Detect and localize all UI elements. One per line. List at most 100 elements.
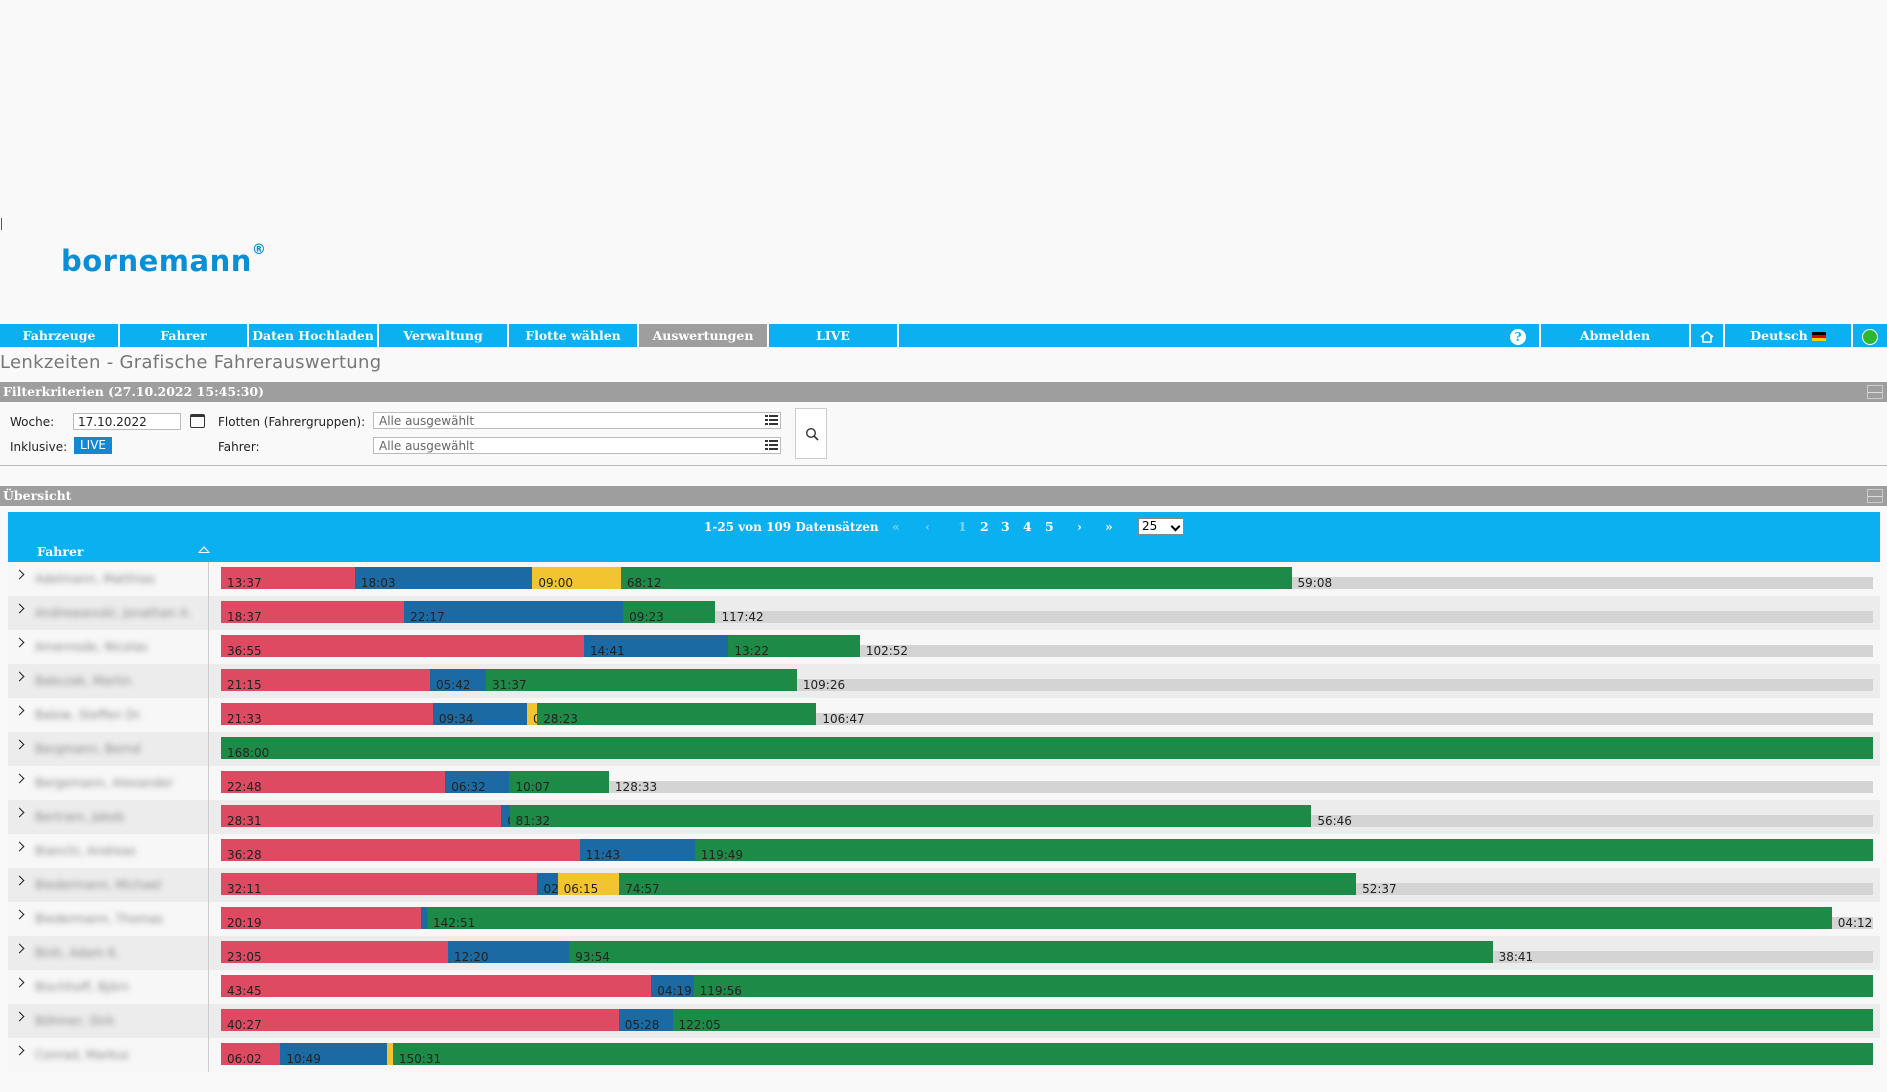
green-time-segment[interactable]: 28:23 [537, 703, 817, 725]
table-row[interactable]: Babczak, Martin 21:15 05:42 31:37 109:26 [8, 664, 1880, 698]
blue-time-segment[interactable]: 04:19 [651, 975, 694, 997]
nav-daten-hochladen[interactable]: Daten Hochladen [249, 324, 379, 347]
red-time-segment[interactable]: 36:55 [221, 635, 584, 657]
prev-page-button[interactable]: ‹ [925, 519, 930, 534]
green-time-segment[interactable]: 74:57 [619, 873, 1357, 895]
chevron-right-icon[interactable] [14, 909, 25, 920]
green-time-segment[interactable]: 09:23 [623, 601, 716, 623]
red-time-segment[interactable]: 06:02 [221, 1043, 281, 1065]
chevron-right-icon[interactable] [14, 977, 25, 988]
blue-time-segment[interactable]: 00:50 [501, 805, 510, 827]
blue-time-segment[interactable]: 18:03 [354, 567, 533, 589]
status-indicator[interactable] [1851, 324, 1887, 347]
help-button[interactable]: ? [1497, 324, 1539, 347]
page-size-select[interactable]: 25 [1138, 518, 1184, 535]
yellow-time-segment[interactable]: 00:38 [386, 1043, 393, 1065]
red-time-segment[interactable]: 13:37 [221, 567, 355, 589]
red-time-segment[interactable]: 22:48 [221, 771, 446, 793]
first-page-button[interactable]: « [892, 519, 900, 534]
language-select[interactable]: Deutsch [1723, 324, 1851, 347]
table-row[interactable]: Bergmann, Bernd 168:00 [8, 732, 1880, 766]
chevron-right-icon[interactable] [14, 1045, 25, 1056]
list-icon[interactable] [765, 415, 778, 426]
last-page-button[interactable]: » [1105, 519, 1113, 534]
home-button[interactable] [1689, 324, 1723, 347]
blue-time-segment[interactable]: 22:17 [404, 601, 624, 623]
green-time-segment[interactable]: 150:31 [392, 1043, 1873, 1065]
chevron-right-icon[interactable] [14, 603, 25, 614]
red-time-segment[interactable]: 43:45 [221, 975, 652, 997]
table-row[interactable]: Binh, Adam K. 23:05 12:20 93:54 38:41 [8, 936, 1880, 970]
table-row[interactable]: Biedermann, Thomas 20:1900:38142:51 04:12 [8, 902, 1880, 936]
red-time-segment[interactable]: 40:27 [221, 1009, 619, 1031]
green-time-segment[interactable]: 93:54 [569, 941, 1493, 963]
green-time-segment[interactable]: 168:00 [221, 737, 1873, 759]
chevron-right-icon[interactable] [14, 875, 25, 886]
logout-button[interactable]: Abmelden [1539, 324, 1689, 347]
collapse-icon[interactable] [1867, 489, 1883, 503]
chevron-right-icon[interactable] [14, 705, 25, 716]
page-5-link[interactable]: 5 [1045, 519, 1054, 534]
collapse-icon[interactable] [1867, 385, 1883, 399]
blue-time-segment[interactable]: 12:20 [447, 941, 570, 963]
blue-time-segment[interactable]: 10:49 [280, 1043, 387, 1065]
chevron-right-icon[interactable] [14, 671, 25, 682]
blue-time-segment[interactable]: 02:03 [537, 873, 558, 895]
blue-time-segment[interactable]: 09:34 [432, 703, 527, 725]
green-time-segment[interactable]: 119:56 [693, 975, 1873, 997]
sort-asc-icon[interactable] [198, 546, 210, 553]
table-row[interactable]: Amenrode, Nicolas 36:55 14:41 13:22 102:52 [8, 630, 1880, 664]
chevron-right-icon[interactable] [14, 773, 25, 784]
table-row[interactable]: Adelmann, Matthias 13:37 18:03 09:00 68:12 59… [8, 562, 1880, 596]
green-time-segment[interactable]: 31:37 [486, 669, 797, 691]
blue-time-segment[interactable]: 05:28 [618, 1009, 673, 1031]
red-time-segment[interactable]: 21:33 [221, 703, 433, 725]
fahrer-select[interactable]: Alle ausgewählt [373, 437, 781, 454]
woche-date-input[interactable]: 17.10.2022 [73, 413, 181, 430]
nav-verwaltung[interactable]: Verwaltung [379, 324, 509, 347]
nav-fahrer[interactable]: Fahrer [120, 324, 249, 347]
table-row[interactable]: Andreasevski, Jonathan A. 18:37 22:17 09:23… [8, 596, 1880, 630]
blue-time-segment[interactable]: 14:41 [584, 635, 729, 657]
calendar-icon[interactable] [190, 414, 205, 428]
next-page-button[interactable]: › [1077, 519, 1082, 534]
search-button[interactable] [795, 408, 827, 459]
red-time-segment[interactable]: 18:37 [221, 601, 405, 623]
green-time-segment[interactable]: 10:07 [509, 771, 609, 793]
chevron-right-icon[interactable] [14, 569, 25, 580]
blue-time-segment[interactable]: 05:42 [429, 669, 486, 691]
page-4-link[interactable]: 4 [1023, 519, 1032, 534]
chevron-right-icon[interactable] [14, 841, 25, 852]
green-time-segment[interactable]: 142:51 [427, 907, 1832, 929]
table-row[interactable]: Bianchi, Andreas 36:28 11:43 119:49 [8, 834, 1880, 868]
list-icon[interactable] [765, 440, 778, 451]
page-1-link[interactable]: 1 [958, 519, 967, 534]
red-time-segment[interactable]: 28:31 [221, 805, 502, 827]
yellow-time-segment[interactable]: 06:15 [557, 873, 620, 895]
page-3-link[interactable]: 3 [1001, 519, 1010, 534]
table-row[interactable]: Bergemann, Alexander 22:48 06:32 10:07 128:3… [8, 766, 1880, 800]
live-badge[interactable]: LIVE [74, 437, 112, 454]
table-row[interactable]: Bischhoff, Björn 43:45 04:19 119:56 [8, 970, 1880, 1004]
chevron-right-icon[interactable] [14, 1011, 25, 1022]
nav-auswertungen[interactable]: Auswertungen [639, 324, 769, 347]
green-time-segment[interactable]: 13:22 [728, 635, 860, 657]
red-time-segment[interactable]: 23:05 [221, 941, 448, 963]
chevron-right-icon[interactable] [14, 807, 25, 818]
nav-live[interactable]: LIVE [769, 324, 899, 347]
yellow-time-segment[interactable]: 01:03 [526, 703, 538, 725]
table-row[interactable]: Bertram, Jakob 28:3100:5081:32 56:46 [8, 800, 1880, 834]
blue-time-segment[interactable]: 06:32 [445, 771, 510, 793]
green-time-segment[interactable]: 119:49 [694, 839, 1873, 861]
green-time-segment[interactable]: 68:12 [620, 567, 1292, 589]
page-2-link[interactable]: 2 [980, 519, 989, 534]
filter-header[interactable]: Filterkriterien (27.10.2022 15:45:30) [0, 382, 1887, 402]
chevron-right-icon[interactable] [14, 943, 25, 954]
red-time-segment[interactable]: 20:19 [221, 907, 421, 929]
blue-time-segment[interactable]: 11:43 [579, 839, 695, 861]
nav-flotte-waehlen[interactable]: Flotte wählen [509, 324, 639, 347]
green-time-segment[interactable]: 81:32 [509, 805, 1312, 827]
